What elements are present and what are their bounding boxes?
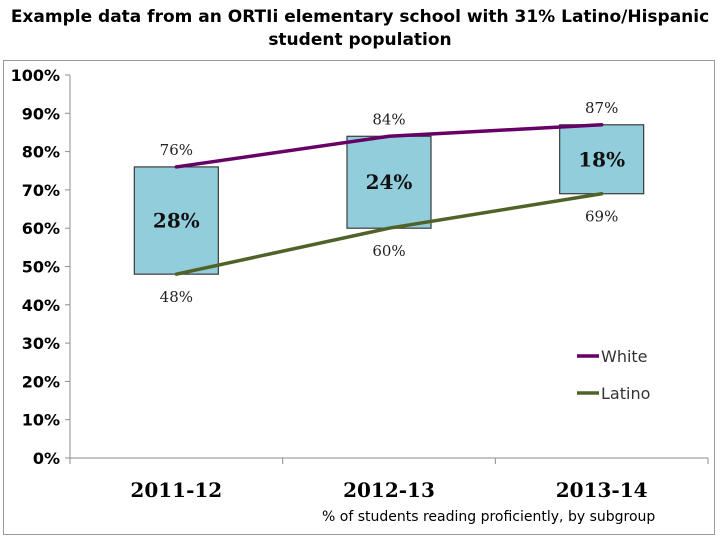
data-label-white: 87% (585, 99, 618, 117)
chart-title-line-2: student population (268, 30, 452, 50)
data-label-white: 84% (372, 110, 405, 128)
data-label-latino: 60% (372, 242, 405, 260)
y-tick-label: 90% (22, 104, 60, 123)
gap-box (559, 124, 645, 195)
y-tick-label: 20% (22, 372, 60, 391)
y-tick-label: 0% (33, 449, 60, 468)
chart-frame (3, 60, 715, 535)
legend-label-white: White (601, 347, 648, 366)
x-tick-label: 2011-12 (130, 478, 222, 502)
y-tick-label: 70% (22, 181, 60, 200)
y-tick-label: 50% (22, 258, 60, 277)
gap-label: 18% (578, 147, 625, 171)
y-tick-label: 30% (22, 334, 60, 353)
chart-caption: % of students reading proficiently, by s… (322, 509, 656, 525)
x-tick-label: 2013-14 (556, 478, 648, 502)
legend-label-latino: Latino (601, 384, 650, 403)
chart-title: Example data from an ORTIi elementary sc… (0, 6, 720, 52)
y-tick-label: 10% (22, 411, 60, 430)
series-line-white (174, 123, 604, 169)
y-tick-label: 40% (22, 296, 60, 315)
gap-label: 28% (153, 209, 200, 233)
y-tick-label: 100% (11, 66, 60, 85)
data-label-latino: 69% (585, 208, 618, 226)
data-label-latino: 48% (160, 288, 193, 306)
x-tick-label: 2012-13 (343, 478, 435, 502)
chart-title-line-1: Example data from an ORTIi elementary sc… (10, 7, 710, 27)
y-tick-label: 80% (22, 143, 60, 162)
gap-label: 24% (366, 170, 413, 194)
series-line-latino (174, 191, 604, 276)
y-tick-label: 60% (22, 219, 60, 238)
data-label-white: 76% (160, 141, 193, 159)
gap-box (133, 166, 219, 275)
